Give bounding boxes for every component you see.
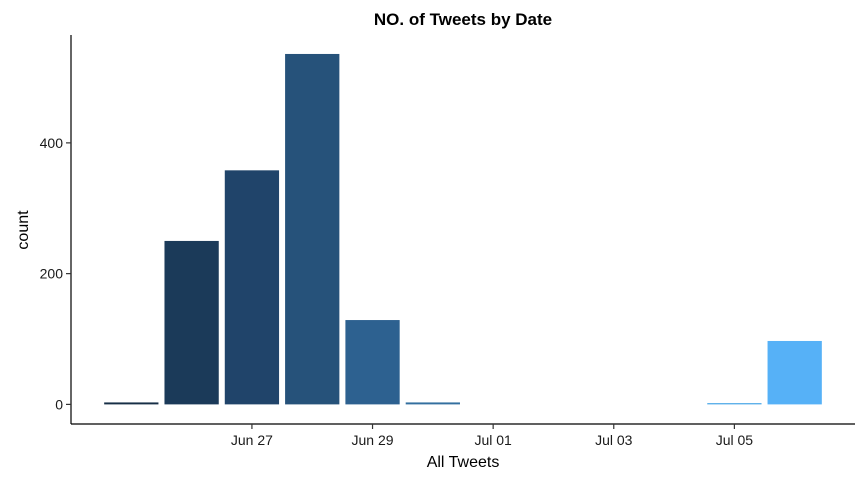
- y-tick-label: 400: [40, 135, 64, 151]
- x-tick-label: Jul 05: [716, 432, 754, 448]
- bars-group: [104, 53, 822, 405]
- bar-2022-06-28: [285, 53, 340, 405]
- x-tick-label: Jul 01: [474, 432, 512, 448]
- bar-2022-06-27: [224, 170, 280, 405]
- y-axis-ticks: 0 200 400: [40, 135, 71, 412]
- bar-2022-06-26: [164, 240, 219, 405]
- bar-2022-06-30: [405, 402, 460, 405]
- bar-2022-07-06: [767, 340, 822, 405]
- bar-2022-06-29: [345, 320, 400, 405]
- chart-title: NO. of Tweets by Date: [374, 10, 552, 29]
- x-axis-title: All Tweets: [427, 454, 500, 471]
- y-axis-title: count: [15, 210, 32, 250]
- x-tick-label: Jun 29: [352, 432, 394, 448]
- x-tick-label: Jun 27: [231, 432, 273, 448]
- y-tick-label: 0: [55, 396, 63, 412]
- x-tick-label: Jul 03: [595, 432, 633, 448]
- bar-2022-07-05: [707, 403, 762, 405]
- bar-2022-06-25: [104, 402, 159, 405]
- y-tick-label: 200: [40, 266, 64, 282]
- x-axis-ticks: Jun 27 Jun 29 Jul 01 Jul 03 Jul 05: [231, 424, 753, 448]
